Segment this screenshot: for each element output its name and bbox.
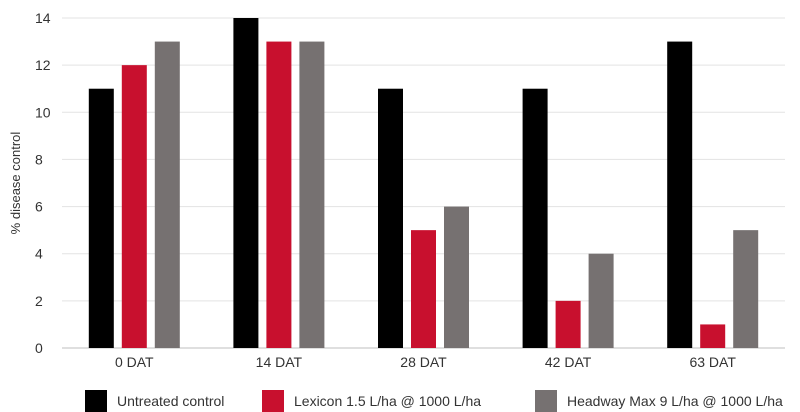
y-tick-label: 12 [35, 57, 51, 73]
y-tick-label: 4 [35, 246, 43, 262]
legend-label-lexicon: Lexicon 1.5 L/ha @ 1000 L/ha [294, 393, 482, 409]
bar-42-dat-series-0 [522, 88, 548, 348]
bar-63-dat-series-0 [667, 41, 693, 348]
x-category-label: 14 DAT [256, 354, 303, 370]
legend-swatch-untreated [85, 390, 107, 412]
y-tick-label: 6 [35, 199, 43, 215]
bar-14-dat-series-1 [266, 41, 292, 348]
bar-63-dat-series-1 [700, 324, 726, 348]
x-axis-category-labels: 0 DAT 14 DAT 28 DAT 42 DAT 63 DAT [115, 354, 736, 370]
bar-14-dat-series-2 [299, 41, 325, 348]
legend-label-headway: Headway Max 9 L/ha @ 1000 L/ha [567, 393, 783, 409]
x-category-label: 42 DAT [545, 354, 592, 370]
y-tick-label: 0 [35, 340, 43, 356]
y-tick-label: 10 [35, 104, 51, 120]
x-category-label: 63 DAT [689, 354, 736, 370]
y-axis-tick-labels: 0 2 4 6 8 10 12 14 [35, 10, 51, 356]
bar-14-dat-series-0 [233, 18, 259, 348]
legend-item-lexicon: Lexicon 1.5 L/ha @ 1000 L/ha [262, 390, 481, 412]
bar-63-dat-series-2 [733, 230, 759, 348]
legend: Untreated control Lexicon 1.5 L/ha @ 100… [0, 388, 800, 412]
bar-42-dat-series-2 [588, 253, 614, 348]
y-axis-label: % disease control [8, 132, 23, 235]
y-tick-label: 8 [35, 151, 43, 167]
bar-0-dat-series-0 [88, 88, 114, 348]
bar-0-dat-series-2 [154, 41, 180, 348]
legend-label-untreated: Untreated control [117, 393, 225, 409]
y-tick-label: 14 [35, 10, 51, 26]
legend-swatch-lexicon [262, 390, 284, 412]
x-category-label: 0 DAT [115, 354, 154, 370]
y-tick-label: 2 [35, 293, 43, 309]
bar-chart: 0 2 4 6 8 10 12 14 0 DAT 14 DAT 28 DAT 42 DAT 63 DA… [8, 10, 785, 370]
bar-28-dat-series-1 [411, 230, 436, 348]
legend-swatch-headway [535, 390, 557, 412]
legend-item-headway: Headway Max 9 L/ha @ 1000 L/ha [535, 390, 783, 412]
bar-0-dat-series-1 [121, 65, 147, 349]
legend-item-untreated: Untreated control [85, 390, 224, 412]
x-category-label: 28 DAT [400, 354, 447, 370]
bar-28-dat-series-2 [444, 206, 469, 348]
bars [88, 18, 759, 349]
bar-28-dat-series-0 [378, 88, 403, 348]
bar-42-dat-series-1 [555, 300, 581, 348]
